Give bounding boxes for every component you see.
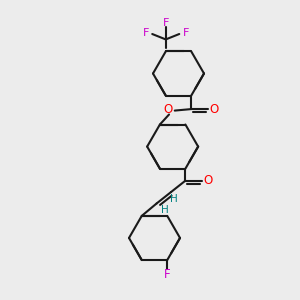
Text: F: F	[142, 28, 149, 38]
Text: O: O	[164, 103, 173, 116]
Text: F: F	[163, 18, 169, 28]
Text: H: H	[161, 205, 169, 215]
Text: H: H	[170, 194, 178, 204]
Text: F: F	[164, 268, 171, 281]
Text: O: O	[204, 174, 213, 187]
Text: F: F	[183, 28, 189, 38]
Text: O: O	[210, 103, 219, 116]
